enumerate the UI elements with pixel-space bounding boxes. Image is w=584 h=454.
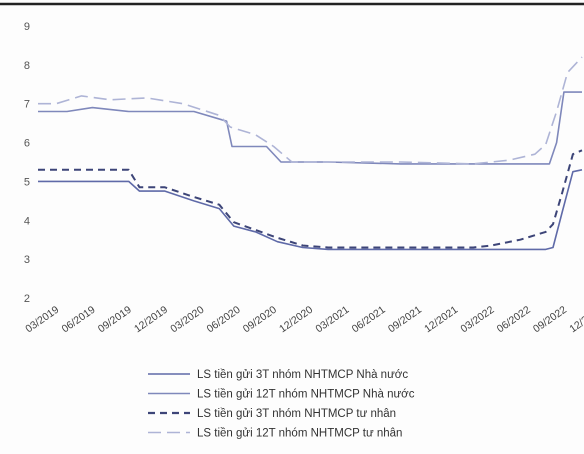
legend-label: LS tiền gửi 3T nhóm NHTMCP Nhà nước — [197, 369, 408, 381]
x-tick-label: 09/2020 — [241, 304, 279, 336]
legend-label: LS tiền gửi 3T nhóm NHTMCP tư nhân — [197, 408, 396, 420]
y-tick-label: 2 — [24, 293, 30, 305]
y-tick-label: 7 — [24, 99, 30, 111]
x-tick-label: 12/2020 — [277, 304, 315, 336]
y-axis-ticks: 2 3 4 5 6 7 8 9 — [24, 21, 30, 305]
x-tick-label: 09/2019 — [96, 304, 134, 336]
x-tick-label: 03/2022 — [458, 304, 496, 336]
legend: LS tiền gửi 3T nhóm NHTMCP Nhà nước LS ti… — [148, 369, 415, 440]
legend-label: LS tiền gửi 12T nhóm NHTMCP tư nhân — [197, 428, 402, 440]
x-axis-ticks: 03/201906/201909/201912/201903/202006/20… — [23, 304, 584, 336]
series-line-2 — [38, 91, 582, 165]
x-tick-label: 06/2021 — [350, 304, 388, 336]
x-tick-label: 09/2021 — [386, 304, 424, 336]
legend-label: LS tiền gửi 12T nhóm NHTMCP Nhà nước — [197, 389, 415, 401]
series-line-1 — [38, 169, 583, 251]
x-tick-label: 03/2020 — [168, 304, 206, 336]
x-tick-label: 09/2022 — [531, 304, 569, 336]
series-line-3 — [38, 149, 583, 249]
x-tick-label: 03/2019 — [23, 304, 61, 336]
x-tick-label: 03/2021 — [313, 304, 351, 336]
y-tick-label: 3 — [24, 254, 30, 266]
x-tick-label: 06/2019 — [60, 304, 98, 336]
x-tick-label: 12/2019 — [132, 304, 170, 336]
series-lines — [38, 56, 583, 251]
x-tick-label: 06/2022 — [495, 304, 533, 336]
series-line-4 — [38, 56, 583, 165]
x-tick-label: 12/2022 — [567, 304, 584, 336]
x-tick-label: 12/2021 — [422, 304, 460, 336]
y-tick-label: 9 — [24, 21, 30, 33]
y-tick-label: 8 — [24, 60, 30, 72]
y-tick-label: 4 — [24, 215, 30, 227]
y-tick-label: 6 — [24, 138, 30, 150]
x-tick-label: 06/2020 — [205, 304, 243, 336]
y-tick-label: 5 — [24, 176, 30, 188]
